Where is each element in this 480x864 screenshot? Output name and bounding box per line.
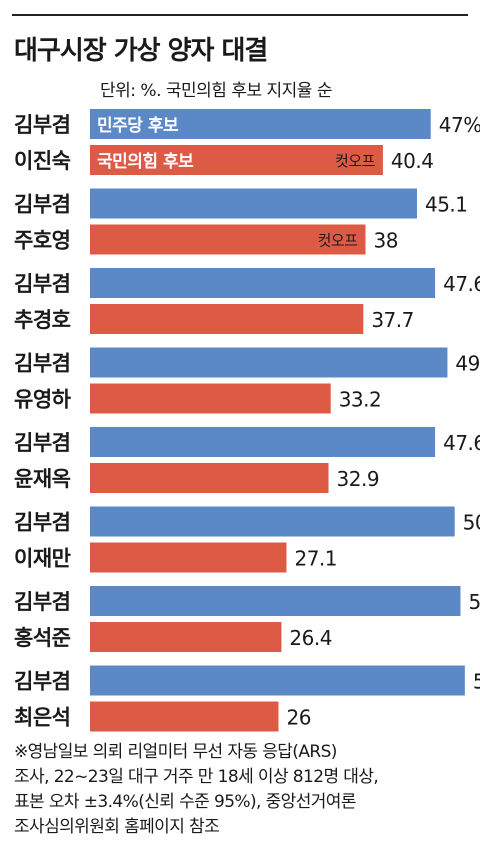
value-label-ppp: 26.4 [289,626,332,650]
candidate-name-ppp: 이진숙 [14,149,71,173]
bar-democrat [90,506,455,537]
bar-democrat [90,586,461,616]
bar-ppp [90,224,366,255]
value-label-democrat: 47% [439,113,480,137]
candidate-name-democrat: 김부겸 [14,670,70,694]
candidate-name-democrat: 김부겸 [14,352,70,376]
footnote: ※영남일보 의뢰 리얼미터 무선 자동 응답(ARS) 조사, 22~23일 대… [14,740,470,840]
footnote-line: ※영남일보 의뢰 리얼미터 무선 자동 응답(ARS) [14,742,337,762]
chart-title: 대구시장 가상 양자 대결 [14,36,268,66]
value-label-democrat: 45.1 [425,193,468,217]
value-label-ppp: 38 [374,229,398,253]
value-label-democrat: 51.1 [468,590,480,614]
bar-democrat [90,347,448,378]
value-label-democrat: 50.3 [463,511,480,535]
candidate-name-democrat: 김부겸 [14,431,70,455]
bar-democrat [90,109,431,139]
candidate-name-ppp: 홍석준 [14,626,71,650]
value-label-democrat: 47.6 [443,431,480,455]
legend-label-democrat: 민주당 후보 [97,115,179,136]
candidate-name-democrat: 김부겸 [14,511,70,535]
bar-democrat [90,427,436,457]
candidate-name-democrat: 김부겸 [14,193,70,217]
value-label-democrat: 49.3 [455,352,480,376]
value-label-ppp: 37.7 [371,308,414,332]
legend-label-ppp: 국민의힘 후보 [97,151,194,172]
bar-ppp [90,304,364,334]
footnote-line: 조사심의위원회 홈페이지 참조 [14,817,220,837]
value-label-democrat: 51.7 [473,670,480,694]
value-label-ppp: 33.2 [339,388,382,412]
bar-ppp [90,542,287,573]
cutoff-badge: 컷오프 [335,152,376,170]
bar-ppp [90,701,279,732]
bar-democrat [90,665,465,696]
bar-ppp [90,622,282,652]
candidate-name-ppp: 윤재옥 [14,467,71,491]
candidate-name-ppp: 추경호 [14,308,71,332]
bar-ppp [90,145,383,175]
bar-ppp [90,383,331,414]
candidate-name-ppp: 유영하 [14,388,72,412]
footnote-line: 표본 오차 ±3.4%(신뢰 수준 95%), 중앙선거여론 [14,792,356,812]
footnote-line: 조사, 22~23일 대구 거주 만 18세 이상 812명 대상, [14,767,379,787]
candidate-name-democrat: 김부겸 [14,113,70,137]
cutoff-badge: 컷오프 [318,232,359,250]
value-label-ppp: 32.9 [337,467,380,491]
candidate-name-democrat: 김부겸 [14,590,70,614]
value-label-ppp: 27.1 [294,547,337,571]
value-label-democrat: 47.6 [443,272,480,296]
bar-democrat [90,188,417,219]
bar-ppp [90,463,329,493]
value-label-ppp: 40.4 [391,149,434,173]
candidate-name-ppp: 이재만 [14,547,71,571]
unit-note: 단위: %. 국민의힘 후보 지지율 순 [100,81,332,101]
value-label-ppp: 26 [287,706,311,730]
candidate-name-ppp: 최은석 [14,706,70,730]
candidate-name-ppp: 주호영 [14,229,70,253]
top-rule [12,14,468,16]
bar-democrat [90,268,436,298]
candidate-name-democrat: 김부겸 [14,272,70,296]
